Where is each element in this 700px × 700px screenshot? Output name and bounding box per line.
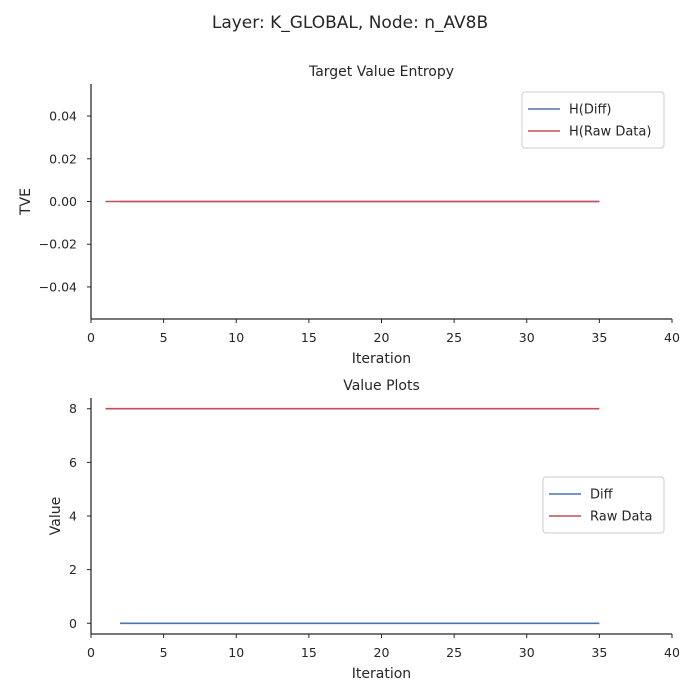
x-tick-label: 20 (374, 330, 390, 345)
x-tick-label: 35 (591, 645, 607, 660)
y-tick-label: −0.04 (39, 279, 77, 294)
x-tick-label: 25 (446, 330, 462, 345)
chart-title: Target Value Entropy (308, 64, 454, 80)
legend-label: Raw Data (590, 510, 653, 525)
y-tick-label: 8 (69, 401, 77, 416)
legend-label: Diff (590, 488, 614, 503)
x-tick-label: 30 (519, 330, 535, 345)
x-tick-label: 30 (519, 645, 535, 660)
x-tick-label: 40 (664, 330, 680, 345)
legend: Diff Raw Data (542, 476, 665, 534)
x-tick-label: 0 (87, 330, 95, 345)
legend-frame (542, 476, 665, 534)
y-tick-label: 0 (69, 616, 77, 631)
chart-title: Value Plots (343, 378, 420, 394)
y-axis-label: TVE (18, 188, 34, 216)
legend-label: H(Raw Data) (569, 125, 651, 140)
y-tick-label: 6 (69, 455, 77, 470)
y-tick-label: 4 (69, 509, 77, 524)
x-axis-label: Iteration (352, 351, 411, 367)
y-tick-label: 0.04 (49, 109, 77, 124)
x-tick-label: 10 (228, 330, 244, 345)
y-tick-label: −0.02 (39, 237, 77, 252)
legend-label: H(Diff) (569, 103, 612, 118)
x-axis-label: Iteration (352, 666, 411, 682)
x-tick-label: 5 (160, 330, 168, 345)
x-tick-label: 25 (446, 645, 462, 660)
x-tick-label: 15 (301, 645, 317, 660)
x-tick-label: 35 (591, 330, 607, 345)
x-tick-label: 40 (664, 645, 680, 660)
x-tick-label: 20 (374, 645, 390, 660)
x-tick-label: 5 (160, 645, 168, 660)
x-tick-label: 15 (301, 330, 317, 345)
figure-suptitle: Layer: K_GLOBAL, Node: n_AV8B (212, 13, 488, 33)
chart-value-plots: Value Plots 0 5 10 15 20 25 30 35 40 0 2 4 6 8 Iteratio… (48, 378, 680, 682)
y-tick-label: 0.02 (49, 151, 77, 166)
y-tick-label: 2 (69, 562, 77, 577)
y-axis-label: Value (48, 497, 64, 535)
x-tick-label: 0 (87, 645, 95, 660)
legend: H(Diff) H(Raw Data) (521, 91, 665, 149)
y-tick-label: 0.00 (49, 194, 77, 209)
x-tick-label: 10 (228, 645, 244, 660)
legend-frame (521, 91, 665, 149)
chart-target-value-entropy: Target Value Entropy 0 5 10 15 20 25 30 35 40 0.04… (18, 64, 680, 367)
